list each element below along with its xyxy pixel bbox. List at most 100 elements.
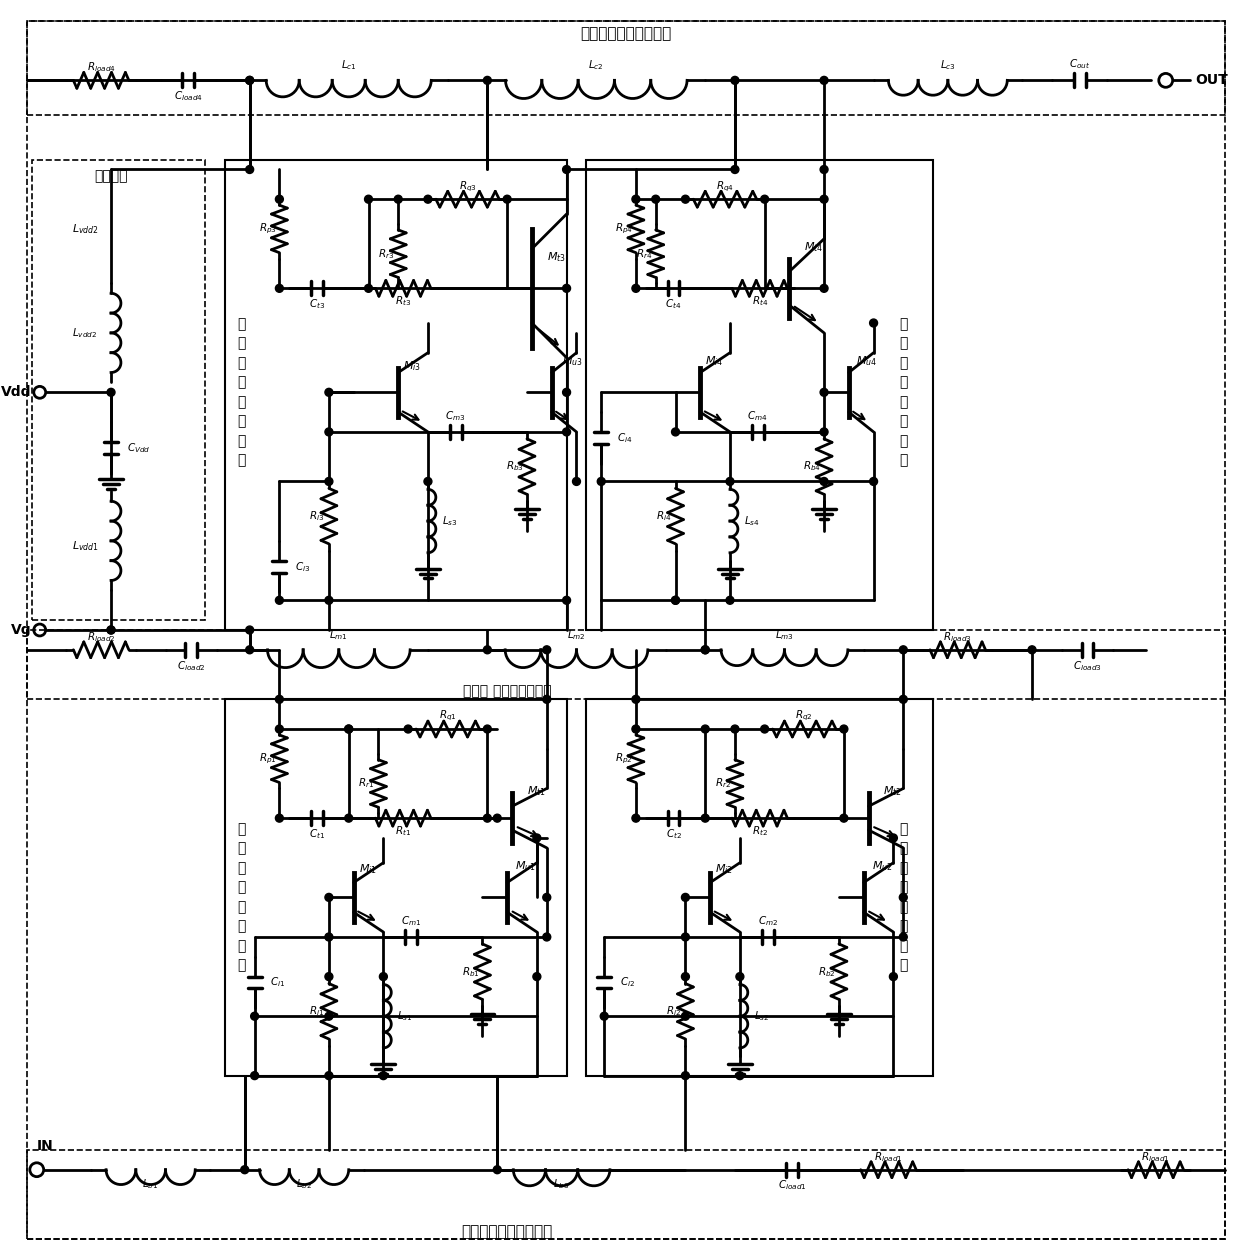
Circle shape [543,933,551,940]
Circle shape [899,695,908,704]
Circle shape [543,894,551,901]
Circle shape [702,725,709,733]
Text: $M_{i1}$: $M_{i1}$ [358,862,377,875]
Circle shape [107,388,115,397]
Circle shape [275,815,284,822]
Circle shape [365,195,372,203]
Circle shape [820,165,828,174]
Text: $R_{r4}$: $R_{r4}$ [636,247,652,261]
Circle shape [325,597,332,604]
Circle shape [632,195,640,203]
Circle shape [730,165,739,174]
Circle shape [275,195,284,203]
Text: $L_{vdd2}$: $L_{vdd2}$ [72,222,99,235]
Circle shape [107,626,115,635]
Circle shape [503,195,511,203]
Circle shape [730,725,739,733]
Bar [224,160,567,630]
Circle shape [484,77,491,84]
Circle shape [632,725,640,733]
Text: $R_{i2}$: $R_{i2}$ [666,1005,681,1019]
Circle shape [573,477,580,486]
Text: $C_{t2}$: $C_{t2}$ [666,827,682,841]
Circle shape [820,285,828,292]
Circle shape [730,77,739,84]
Circle shape [820,77,828,84]
Circle shape [325,1012,332,1020]
Circle shape [563,428,570,436]
Text: $M_{i4}$: $M_{i4}$ [706,354,723,368]
Text: $L_{m3}$: $L_{m3}$ [775,628,794,642]
Text: $C_{load4}$: $C_{load4}$ [174,89,203,103]
Text: Vdd: Vdd [1,385,32,399]
Text: $R_{p1}$: $R_{p1}$ [259,752,277,765]
Text: $C_{m1}$: $C_{m1}$ [401,914,422,928]
Text: $L_{m2}$: $L_{m2}$ [567,628,585,642]
Circle shape [632,695,640,704]
Text: $R_{i3}$: $R_{i3}$ [309,509,325,522]
Text: $R_{q2}$: $R_{q2}$ [795,709,813,724]
Text: $L_{b1}$: $L_{b1}$ [143,1177,159,1191]
Text: 第
三
达
林
顿
堆
叠
管: 第 三 达 林 顿 堆 叠 管 [238,317,246,467]
Text: $R_{b1}$: $R_{b1}$ [461,964,480,978]
Circle shape [275,695,284,704]
Circle shape [702,646,709,653]
Circle shape [250,1071,259,1080]
Circle shape [682,894,689,901]
Text: $R_{r2}$: $R_{r2}$ [715,777,732,791]
Text: $C_{m4}$: $C_{m4}$ [748,409,768,423]
Bar [27,630,1225,699]
Text: $L_{c3}$: $L_{c3}$ [940,59,956,73]
Circle shape [246,165,254,174]
Circle shape [246,77,254,84]
Text: $R_{load2}$: $R_{load2}$ [87,630,115,643]
Text: $M_{u4}$: $M_{u4}$ [856,354,877,368]
Text: $C_{i2}$: $C_{i2}$ [620,976,635,990]
Text: $C_{t3}$: $C_{t3}$ [309,297,325,311]
Text: $R_{p3}$: $R_{p3}$ [259,222,277,237]
Circle shape [889,973,898,981]
Circle shape [484,815,491,822]
Text: $M_{i3}$: $M_{i3}$ [403,359,422,373]
Text: $R_{q3}$: $R_{q3}$ [459,179,476,194]
Circle shape [563,165,570,174]
Text: $C_{load3}$: $C_{load3}$ [1073,658,1102,672]
Text: OUT: OUT [1195,73,1228,87]
Text: $L_{vdd1}$: $L_{vdd1}$ [72,539,99,553]
Text: $M_{i2}$: $M_{i2}$ [715,862,733,875]
Text: $M_{u1}$: $M_{u1}$ [515,859,536,872]
Circle shape [820,428,828,436]
Circle shape [899,894,908,901]
Bar [32,160,205,621]
Circle shape [839,725,848,733]
Text: $M_{u2}$: $M_{u2}$ [872,859,893,872]
Text: $C_{out}$: $C_{out}$ [1069,58,1090,72]
Circle shape [250,1012,259,1020]
Circle shape [735,973,744,981]
Text: $R_{b3}$: $R_{b3}$ [506,460,525,473]
Text: $M_{t4}$: $M_{t4}$ [805,240,823,253]
Text: $L_{s1}$: $L_{s1}$ [397,1010,413,1024]
Text: Vg: Vg [11,623,32,637]
Text: $C_{Vdd}$: $C_{Vdd}$ [126,441,150,454]
Text: 馈电网络: 馈电网络 [94,170,128,184]
Circle shape [275,285,284,292]
Text: $R_{load4}$: $R_{load4}$ [87,60,115,74]
Text: $L_{s2}$: $L_{s2}$ [754,1010,769,1024]
Circle shape [672,597,680,604]
Text: $R_{q1}$: $R_{q1}$ [439,709,456,724]
Text: $R_{q4}$: $R_{q4}$ [715,179,734,194]
Text: $R_{load1}$: $R_{load1}$ [874,1149,903,1163]
Text: $R_{i1}$: $R_{i1}$ [310,1005,325,1019]
Circle shape [325,973,332,981]
Circle shape [484,725,491,733]
Circle shape [760,195,769,203]
Circle shape [424,477,432,486]
Text: $R_{load1}$: $R_{load1}$ [1142,1149,1171,1163]
Text: 二阶矩 阵级间平衡网络: 二阶矩 阵级间平衡网络 [463,685,552,699]
Text: 第
四
达
林
顿
堆
叠
管: 第 四 达 林 顿 堆 叠 管 [899,317,908,467]
Circle shape [246,626,254,635]
Bar [27,1149,1225,1239]
Circle shape [533,973,541,981]
Text: $R_{load3}$: $R_{load3}$ [944,630,972,643]
